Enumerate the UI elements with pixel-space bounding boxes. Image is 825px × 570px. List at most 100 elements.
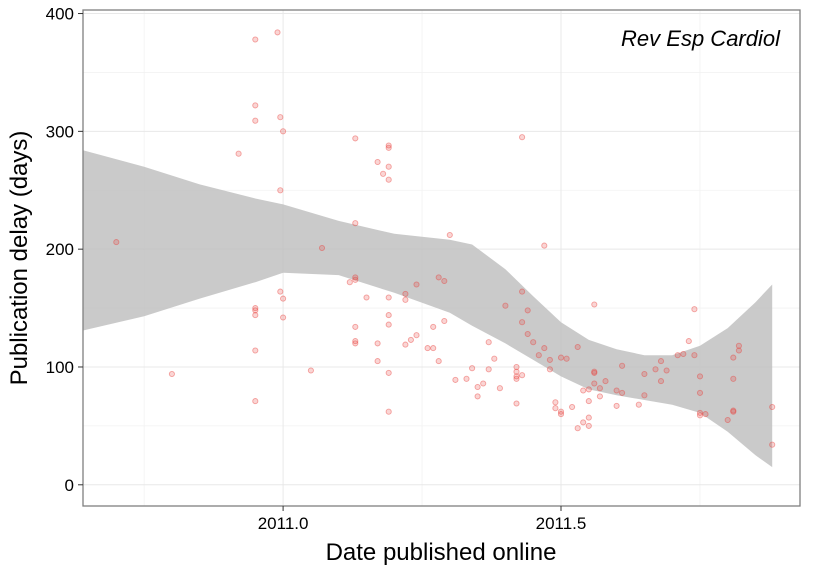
data-point: [380, 170, 387, 177]
data-point: [435, 358, 442, 365]
data-point: [485, 366, 492, 373]
data-point: [441, 317, 448, 325]
data-point: [730, 407, 737, 414]
data-point: [585, 398, 592, 405]
data-point: [596, 393, 603, 400]
data-point: [635, 401, 642, 408]
data-point: [641, 370, 648, 378]
data-point: [280, 314, 287, 321]
data-point: [252, 347, 259, 354]
data-point: [363, 294, 370, 301]
data-point: [402, 296, 409, 303]
data-point: [463, 375, 470, 382]
data-point: [496, 385, 503, 392]
data-point: [574, 343, 581, 351]
data-point: [519, 319, 526, 326]
data-point: [452, 376, 459, 383]
x-axis: 2011.0 2011.5: [258, 506, 587, 533]
chart-annotation: Rev Esp Cardiol: [621, 26, 781, 51]
data-point: [730, 408, 737, 415]
data-point: [469, 365, 476, 372]
data-point: [513, 363, 520, 371]
data-point: [769, 403, 776, 411]
y-axis-label: Publication delay (days): [6, 131, 33, 386]
data-point: [435, 274, 442, 281]
data-point: [474, 393, 481, 400]
data-point: [580, 387, 587, 394]
data-point: [385, 144, 392, 151]
data-point: [574, 425, 581, 432]
data-point: [546, 366, 553, 373]
data-point: [413, 332, 420, 339]
data-point: [657, 358, 665, 365]
data-point: [519, 134, 526, 141]
data-point: [252, 307, 259, 314]
data-point: [591, 380, 598, 387]
data-point: [513, 368, 520, 375]
data-point: [519, 288, 526, 295]
data-point: [474, 383, 481, 391]
data-point: [619, 362, 626, 369]
data-point: [613, 387, 620, 394]
data-point: [735, 347, 742, 354]
data-point: [402, 290, 409, 297]
data-point: [235, 150, 242, 157]
data-point: [352, 340, 359, 347]
data-point: [352, 338, 359, 345]
data-point: [352, 274, 359, 281]
data-point: [680, 350, 687, 358]
data-point: [252, 117, 259, 124]
data-point: [252, 305, 259, 312]
data-point: [696, 412, 704, 419]
y-tick-label: 400: [46, 5, 74, 24]
data-point: [552, 399, 559, 406]
data-point: [552, 405, 559, 412]
data-point: [385, 408, 392, 415]
data-point: [546, 356, 553, 363]
data-point: [696, 373, 704, 380]
data-point: [352, 220, 359, 227]
data-point: [541, 345, 548, 352]
y-tick-label: 100: [46, 358, 74, 377]
data-point: [446, 231, 453, 239]
data-point: [541, 242, 548, 249]
data-point: [385, 369, 392, 376]
data-point: [113, 239, 120, 246]
data-point: [530, 339, 537, 346]
data-point: [346, 279, 353, 286]
data-point: [485, 339, 492, 346]
data-point: [691, 306, 698, 313]
data-point: [702, 411, 709, 418]
data-point: [502, 302, 509, 309]
data-point: [591, 368, 598, 375]
x-tick-label: 2011.0: [258, 514, 309, 533]
x-axis-label: Date published online: [326, 539, 557, 566]
data-point: [696, 389, 704, 396]
data-point: [280, 295, 287, 302]
data-point: [569, 403, 576, 411]
data-point: [524, 330, 531, 338]
data-point: [307, 367, 314, 374]
data-point: [385, 312, 392, 319]
y-tick-label: 0: [65, 476, 74, 495]
data-point: [580, 419, 587, 426]
data-point: [619, 389, 626, 396]
data-point: [685, 338, 692, 345]
data-point: [641, 392, 648, 399]
data-point: [524, 307, 531, 314]
data-point: [557, 411, 565, 418]
x-tick-label: 2011.5: [536, 514, 587, 533]
data-point: [735, 342, 742, 349]
data-point: [277, 114, 284, 121]
data-point: [441, 277, 448, 285]
data-point: [168, 370, 175, 378]
data-point: [318, 244, 326, 252]
data-point: [385, 163, 392, 170]
data-point: [352, 323, 359, 330]
data-point: [696, 409, 704, 416]
data-point: [769, 441, 776, 448]
data-point: [596, 385, 603, 392]
data-point: [424, 345, 431, 352]
data-point: [385, 176, 392, 183]
